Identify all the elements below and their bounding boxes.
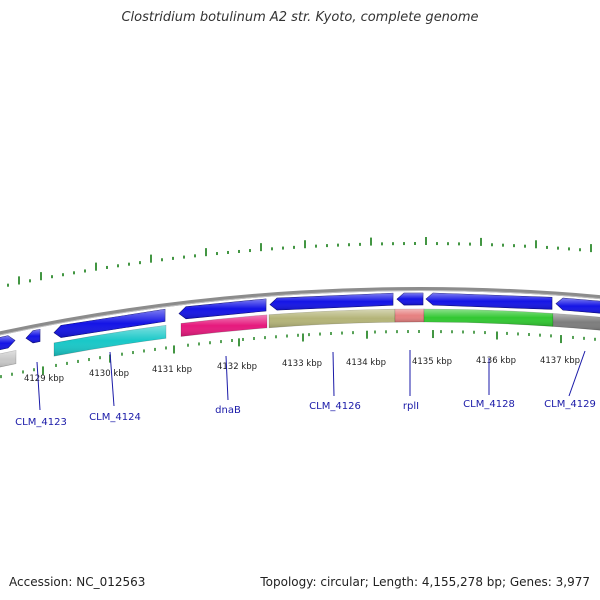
feature-block-shade	[424, 309, 553, 327]
backbone-track	[0, 287, 600, 336]
genome-summary-text: Topology: circular; Length: 4,155,278 bp…	[260, 575, 590, 589]
cds-arrow-shade	[0, 335, 15, 350]
feature-block-shade	[395, 309, 424, 323]
accession-text: Accession: NC_012563	[9, 575, 146, 589]
gene-leader-line	[109, 351, 115, 407]
gene-label-rpli[interactable]: rplI	[403, 401, 419, 412]
feature-block-shade	[0, 350, 16, 368]
cds-arrow-shade	[426, 293, 552, 310]
gene-label-clm-4128[interactable]: CLM_4128	[463, 399, 515, 410]
scale-label: 4133 kbp	[282, 359, 322, 369]
gc-skew-track	[7, 237, 592, 287]
feature-block-shade	[269, 309, 395, 328]
scale-track	[0, 330, 596, 379]
backbone-ring	[0, 287, 600, 336]
scale-label: 4131 kbp	[152, 365, 192, 375]
gene-label-clm-4126[interactable]: CLM_4126	[309, 401, 361, 412]
gene-label-dnab[interactable]: dnaB	[215, 405, 241, 416]
scale-label: 4137 kbp	[540, 356, 580, 366]
scale-label: 4135 kbp	[412, 357, 452, 367]
cds-arrow-shade	[556, 298, 600, 314]
gene-label-clm-4123[interactable]: CLM_4123	[15, 417, 67, 428]
gene-labels: CLM_4123 CLM_4124 dnaB CLM_4126 rplI CLM…	[15, 399, 596, 428]
scale-labels: 4129 kbp 4130 kbp 4131 kbp 4132 kbp 4133…	[24, 356, 580, 384]
scale-label: 4132 kbp	[217, 362, 257, 372]
feature-track	[0, 308, 600, 368]
gene-label-clm-4124[interactable]: CLM_4124	[89, 412, 141, 423]
scale-label: 4130 kbp	[89, 369, 129, 379]
cds-arrow-shade	[397, 293, 423, 306]
cds-arrow-shade	[26, 329, 40, 343]
gene-leader-line	[225, 355, 229, 401]
gene-label-clm-4129[interactable]: CLM_4129	[544, 399, 596, 410]
gene-leader-line	[36, 361, 41, 411]
feature-block-shade	[181, 314, 267, 337]
scale-label: 4129 kbp	[24, 374, 64, 384]
map-title: Clostridium botulinum A2 str. Kyoto, com…	[121, 10, 479, 25]
cds-arrow-shade	[54, 309, 165, 338]
cds-arrow-shade	[270, 293, 393, 311]
scale-label: 4136 kbp	[476, 356, 516, 366]
feature-block-shade	[553, 313, 600, 331]
gene-leader-line	[332, 351, 335, 397]
cds-arrow-shade	[179, 298, 266, 319]
gene-leader-line	[568, 350, 586, 397]
gene-leader-lines	[36, 350, 586, 411]
feature-block-shade	[54, 325, 166, 357]
cds-track	[0, 292, 600, 351]
backbone-highlight	[0, 290, 600, 336]
scale-label: 4134 kbp	[346, 358, 386, 368]
